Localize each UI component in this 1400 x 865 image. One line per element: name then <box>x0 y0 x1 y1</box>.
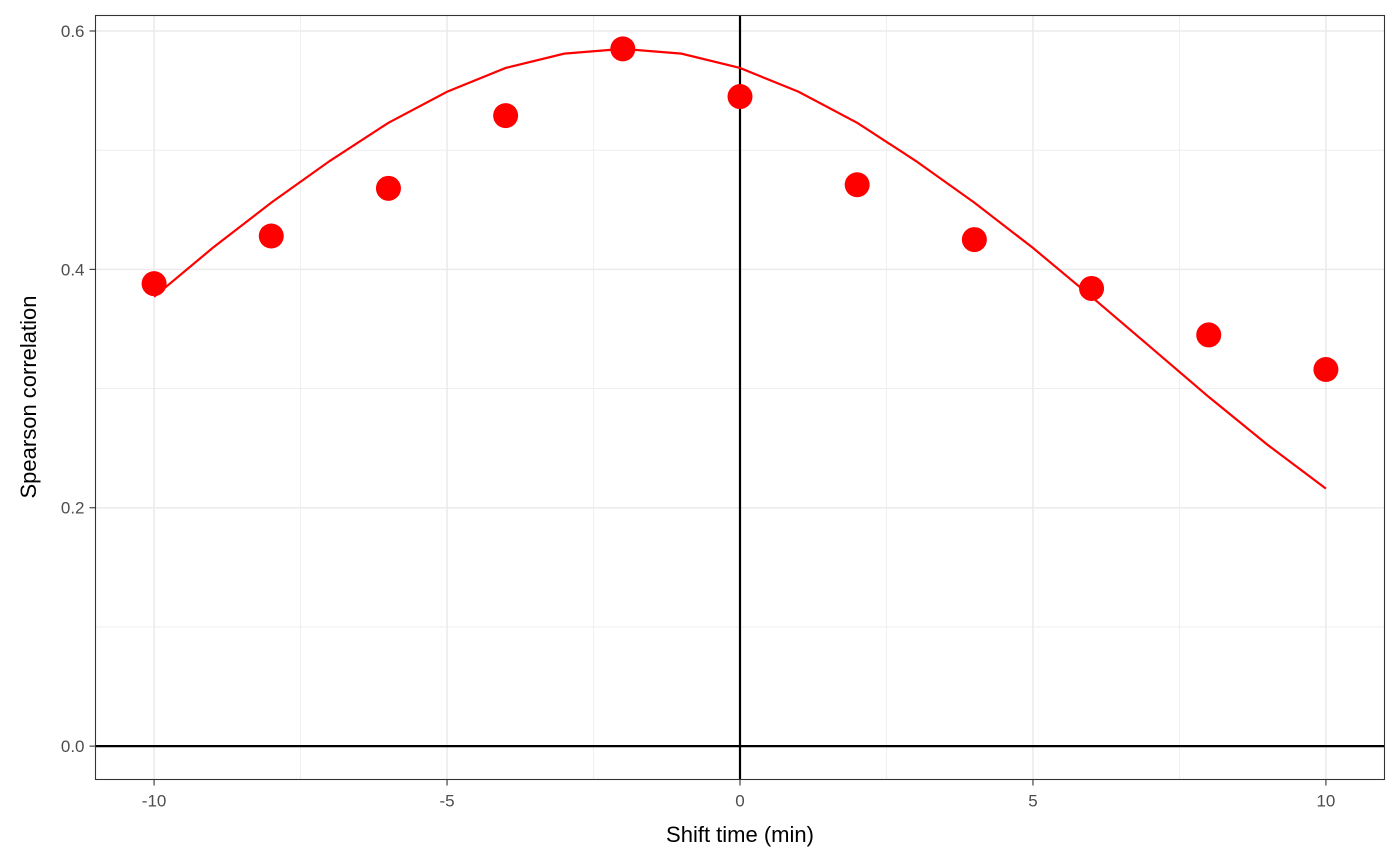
data-point <box>1196 322 1222 348</box>
y-axis-title: Spearson correlation <box>16 295 41 498</box>
x-tick-label: 5 <box>1028 792 1037 811</box>
fitted-curve-line <box>153 47 1327 490</box>
data-point <box>844 172 870 198</box>
data-point <box>610 36 636 62</box>
y-tick-label: 0.6 <box>61 22 85 41</box>
fitted-curve <box>153 47 1327 490</box>
data-points <box>141 36 1339 382</box>
data-point <box>1079 275 1105 301</box>
data-point <box>1313 356 1339 382</box>
reference-lines <box>95 15 1385 780</box>
y-tick-label: 0.2 <box>61 499 85 518</box>
data-point <box>727 84 753 110</box>
data-point <box>141 271 167 297</box>
y-tick-label: 0.4 <box>61 260 85 279</box>
x-tick-label: 0 <box>735 792 744 811</box>
y-axis-ticks: 0.0 0.2 0.4 0.6 <box>61 22 96 756</box>
x-tick-label: -10 <box>142 792 167 811</box>
x-tick-label: 10 <box>1316 792 1335 811</box>
y-tick-label: 0.0 <box>61 737 85 756</box>
data-point <box>493 103 519 129</box>
data-point <box>375 175 401 201</box>
x-tick-label: -5 <box>439 792 454 811</box>
x-axis-ticks: -10 -5 0 5 10 <box>142 779 1335 811</box>
x-axis-title: Shift time (min) <box>666 822 814 847</box>
data-point <box>258 223 284 249</box>
data-point <box>961 227 987 253</box>
